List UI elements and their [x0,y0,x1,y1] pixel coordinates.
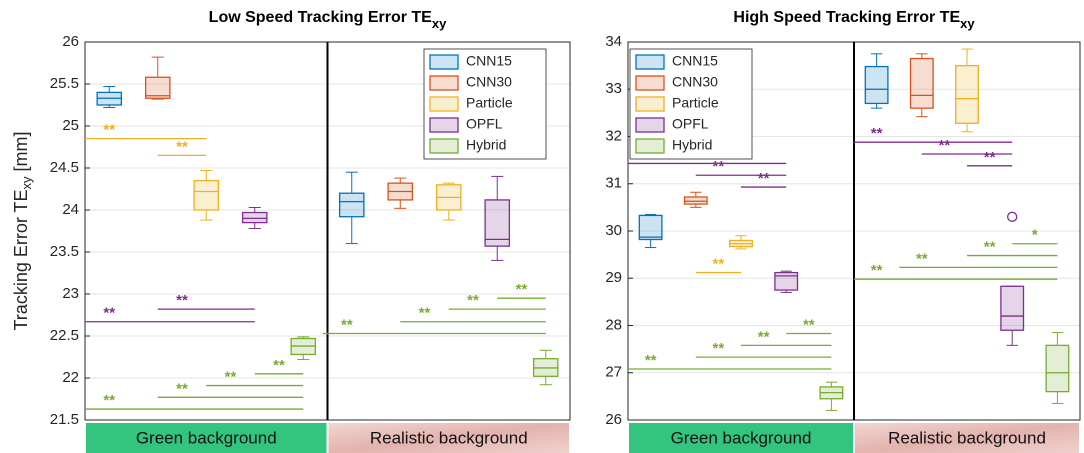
y-tick-label: 21.5 [50,411,79,428]
legend-label: OPFL [466,116,503,132]
box [956,66,979,124]
legend-swatch [430,139,458,153]
box [911,59,934,109]
title-text: High Speed Tracking Error TE [733,9,960,26]
significance-label: ** [176,138,188,155]
significance-label: ** [273,357,285,374]
significance-label: ** [803,317,815,334]
legend-label: Particle [672,95,719,111]
legend-label: OPFL [672,116,709,132]
box [340,193,364,217]
y-axis-label: Tracking Error TExy [mm] [11,131,35,330]
figure: Low Speed Tracking Error TExyTracking Er… [0,0,1084,453]
y-tick-label: 33 [605,80,622,97]
title-subscript: xy [960,16,975,31]
significance-label: ** [103,305,115,322]
y-tick-label: 27 [605,364,622,381]
significance-label: ** [176,380,188,397]
legend-swatch [636,118,664,132]
group-label: Green background [671,428,812,447]
y-tick-label: 25 [62,117,79,134]
title-subscript: xy [432,16,447,31]
legend-label: CNN30 [466,74,512,90]
y-tick-label: 30 [605,222,622,239]
significance-label: ** [713,340,725,357]
y-label-unit: [mm] [11,131,31,171]
significance-label: ** [916,250,928,267]
chart-title: High Speed Tracking Error TExy [733,9,975,31]
significance-label: ** [871,262,883,279]
significance-label: ** [103,122,115,139]
significance-label: ** [871,125,883,142]
y-tick-label: 25.5 [50,75,79,92]
significance-label: ** [939,137,951,154]
legend-swatch [430,118,458,132]
y-tick-label: 28 [605,316,622,333]
significance-label: ** [713,158,725,175]
significance-label: * [1032,227,1038,244]
significance-label: ** [984,149,996,166]
legend-label: CNN15 [466,53,512,69]
legend-swatch [636,97,664,111]
y-tick-label: 34 [605,33,622,50]
significance-label: ** [758,170,770,187]
group-label: Realistic background [370,428,528,447]
box [639,215,662,239]
legend-swatch [430,97,458,111]
box [194,181,218,210]
box [1001,286,1024,330]
y-tick-label: 26 [62,33,79,50]
y-tick-label: 24 [62,201,79,218]
significance-label: ** [419,305,431,322]
y-tick-label: 23 [62,285,79,302]
y-tick-label: 22 [62,369,79,386]
significance-label: ** [713,256,725,273]
box [685,197,708,204]
significance-label: ** [341,316,353,333]
significance-label: ** [103,392,115,409]
box [865,67,888,104]
significance-label: ** [516,281,528,298]
y-tick-label: 24.5 [50,159,79,176]
y-tick-label: 22.5 [50,327,79,344]
box [1046,345,1069,391]
significance-label: ** [645,352,657,369]
y-tick-label: 31 [605,175,622,192]
y-label-text: Tracking Error TE [11,189,31,330]
significance-label: ** [758,328,770,345]
legend-swatch [636,76,664,90]
y-tick-label: 26 [605,411,622,428]
legend-swatch [430,76,458,90]
legend-label: Hybrid [466,137,506,153]
group-label: Realistic background [888,428,1046,447]
y-tick-label: 32 [605,127,622,144]
y-tick-label: 29 [605,269,622,286]
significance-label: ** [225,369,237,386]
y-tick-label: 23.5 [50,243,79,260]
legend-label: Hybrid [672,137,712,153]
title-text: Low Speed Tracking Error TE [209,9,432,26]
significance-label: ** [984,239,996,256]
group-label: Green background [136,428,277,447]
y-label-subscript: xy [19,176,34,190]
box [243,213,267,223]
legend-label: Particle [466,95,513,111]
significance-label: ** [176,292,188,309]
legend-swatch [430,55,458,69]
chart-title: Low Speed Tracking Error TExy [209,9,447,31]
outlier [1008,212,1017,221]
legend-label: CNN30 [672,74,718,90]
legend-swatch [636,139,664,153]
significance-label: ** [467,292,479,309]
legend-swatch [636,55,664,69]
legend-label: CNN15 [672,53,718,69]
box [775,273,798,290]
